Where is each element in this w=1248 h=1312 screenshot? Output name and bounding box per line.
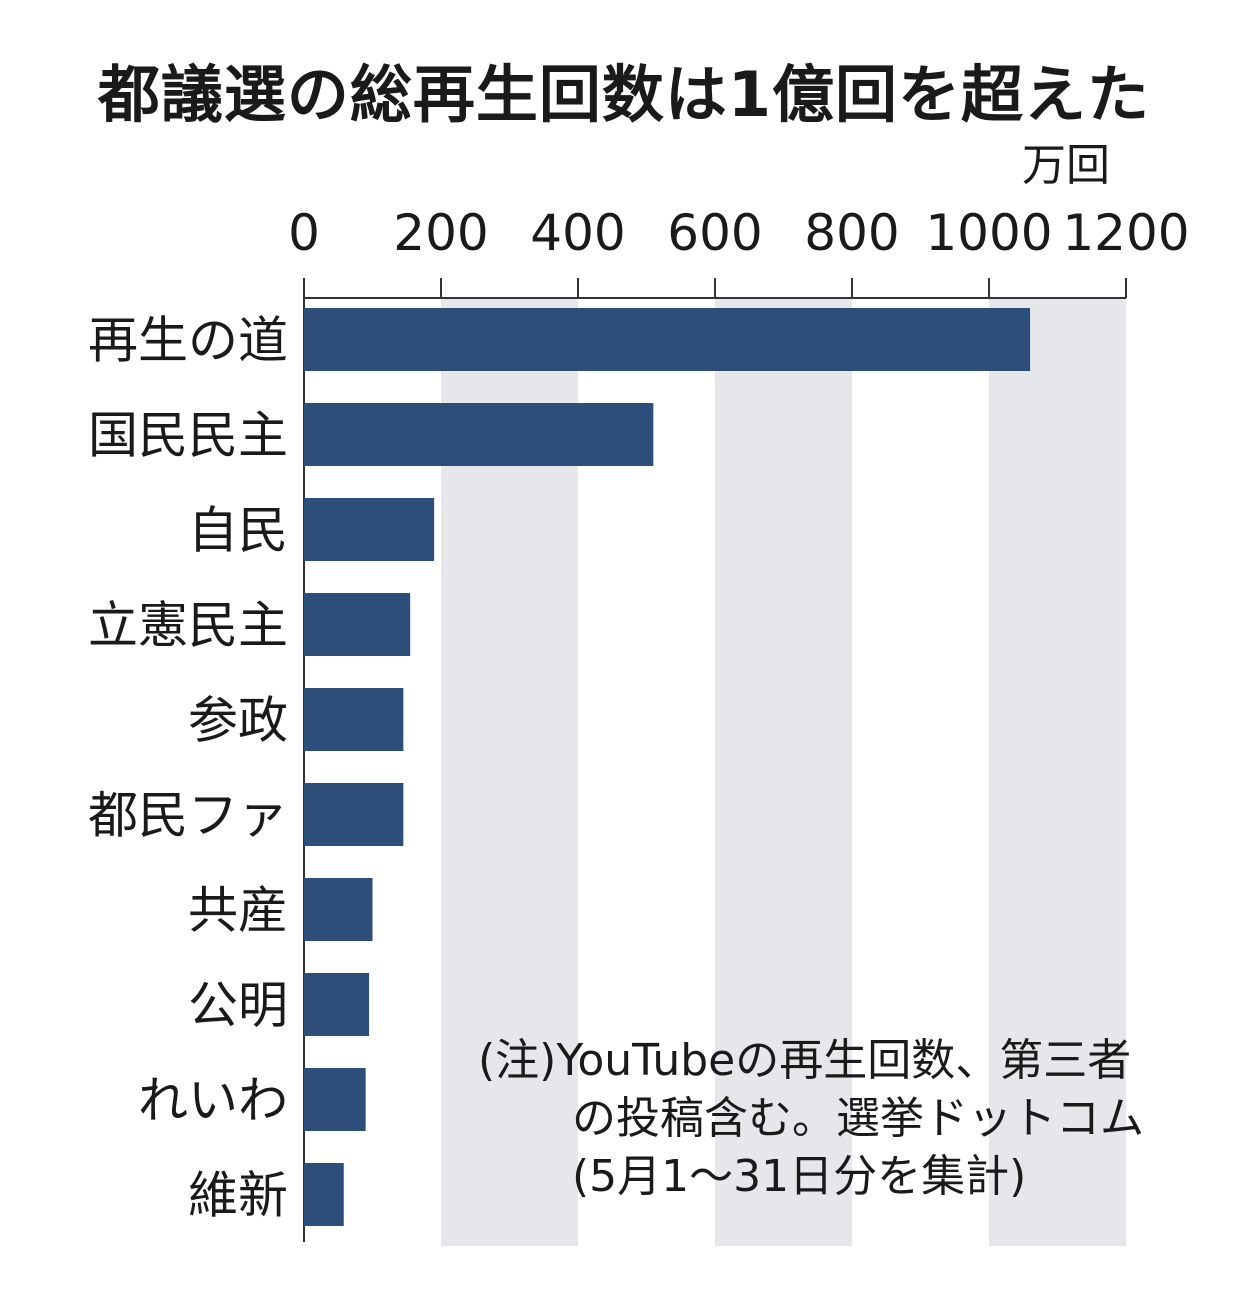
x-tick-label: 600 (667, 204, 762, 262)
bar (304, 498, 435, 561)
footnote-line-3: (5月1～31日分を集計) (572, 1151, 1027, 1202)
footnote: (注)YouTubeの再生回数、第三者 の投稿含む。選挙ドットコム (5月1～3… (478, 1032, 1198, 1206)
category-label: 共産 (188, 882, 288, 940)
category-label: 参政 (188, 692, 288, 750)
unit-label: 万回 (1022, 140, 1110, 191)
x-tick-label: 400 (530, 204, 625, 262)
grid-band (989, 298, 1126, 1246)
x-tick-label: 800 (804, 204, 899, 262)
bar (304, 1068, 366, 1131)
category-label: 再生の道 (88, 312, 288, 370)
grid-band (715, 298, 852, 1246)
category-label: 公明 (188, 977, 288, 1035)
bar (304, 403, 654, 466)
x-tick-label: 200 (393, 204, 488, 262)
tick-labels: 0 200 400 600 800 1000 1200 (288, 204, 1190, 262)
category-label: 都民ファ (88, 787, 288, 845)
bar (304, 783, 404, 846)
x-tick-label: 0 (288, 204, 320, 262)
bar (304, 1163, 344, 1226)
bar (304, 688, 404, 751)
x-tick-label: 1000 (925, 204, 1052, 262)
category-label: れいわ (138, 1072, 288, 1130)
bar (304, 973, 370, 1036)
category-label: 立憲民主 (88, 597, 288, 655)
bar (304, 878, 373, 941)
x-tick-label: 1200 (1062, 204, 1189, 262)
bar (304, 308, 1031, 371)
category-label: 維新 (188, 1167, 288, 1225)
bar (304, 593, 411, 656)
footnote-line-2: の投稿含む。選挙ドットコム (572, 1093, 1144, 1144)
chart-title: 都議選の総再生回数は1億回を超えた (97, 58, 1151, 131)
footnote-line-1: (注)YouTubeの再生回数、第三者 (478, 1035, 1132, 1086)
category-label: 国民民主 (88, 407, 288, 465)
bars (304, 308, 1031, 1226)
category-label: 自民 (188, 502, 288, 560)
